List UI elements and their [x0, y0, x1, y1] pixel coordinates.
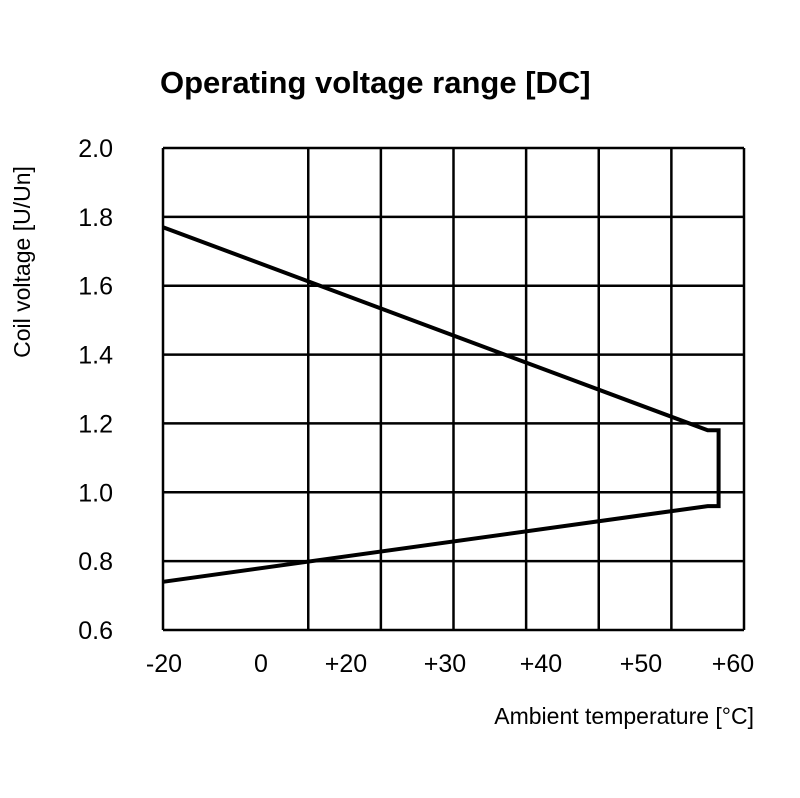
y-tick-label: 1.4: [78, 342, 113, 370]
y-tick-label: 2.0: [78, 135, 113, 163]
x-tick-label: 0: [254, 650, 268, 678]
y-tick-label: 0.8: [78, 548, 113, 576]
y-tick-label: 1.6: [78, 273, 113, 301]
y-tick-label: 1.8: [78, 204, 113, 232]
y-tick-label: 1.0: [78, 479, 113, 507]
x-tick-label: +40: [520, 650, 562, 678]
voltage-range-line: [162, 225, 721, 584]
x-axis-ticks: -20 0 +20 +30 +40 +50 +60: [146, 650, 754, 678]
x-tick-label: -20: [146, 650, 182, 678]
chart-title: Operating voltage range [DC]: [160, 65, 591, 100]
y-axis-ticks: 2.0 1.8 1.6 1.4 1.2 1.0 0.8 0.6: [78, 135, 113, 645]
x-tick-label: +50: [620, 650, 662, 678]
y-tick-label: 1.2: [78, 410, 113, 438]
x-tick-label: +60: [712, 650, 754, 678]
y-axis-label: Coil voltage [U/Un]: [9, 166, 35, 358]
grid: [161, 146, 746, 632]
x-tick-label: +20: [325, 650, 367, 678]
x-axis-label: Ambient temperature [°C]: [494, 703, 754, 729]
y-tick-label: 0.6: [78, 617, 113, 645]
x-tick-label: +30: [424, 650, 466, 678]
